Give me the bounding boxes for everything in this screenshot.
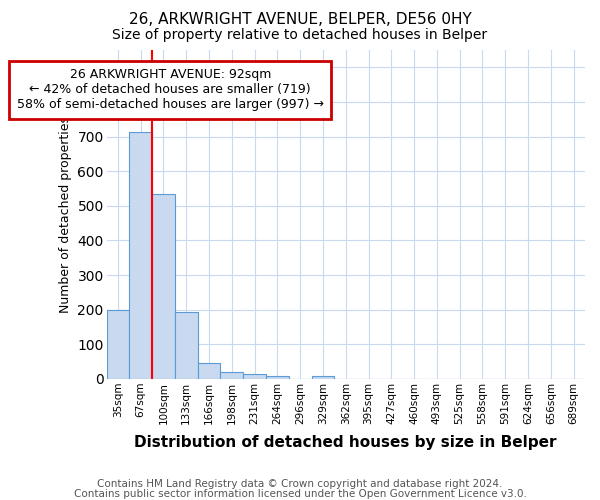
Y-axis label: Number of detached properties: Number of detached properties [59, 116, 72, 313]
Text: Contains public sector information licensed under the Open Government Licence v3: Contains public sector information licen… [74, 489, 526, 499]
Text: Size of property relative to detached houses in Belper: Size of property relative to detached ho… [112, 28, 488, 42]
Bar [243, 374, 266, 379]
Bar [266, 376, 289, 379]
Bar [311, 376, 334, 379]
Bar [175, 312, 197, 379]
Bar [152, 194, 175, 379]
Bar [129, 132, 152, 379]
Bar [220, 372, 243, 379]
Text: Contains HM Land Registry data © Crown copyright and database right 2024.: Contains HM Land Registry data © Crown c… [97, 479, 503, 489]
Bar [197, 364, 220, 379]
Text: 26 ARKWRIGHT AVENUE: 92sqm
← 42% of detached houses are smaller (719)
58% of sem: 26 ARKWRIGHT AVENUE: 92sqm ← 42% of deta… [17, 68, 324, 112]
X-axis label: Distribution of detached houses by size in Belper: Distribution of detached houses by size … [134, 435, 557, 450]
Bar [107, 310, 129, 379]
Text: 26, ARKWRIGHT AVENUE, BELPER, DE56 0HY: 26, ARKWRIGHT AVENUE, BELPER, DE56 0HY [128, 12, 472, 28]
